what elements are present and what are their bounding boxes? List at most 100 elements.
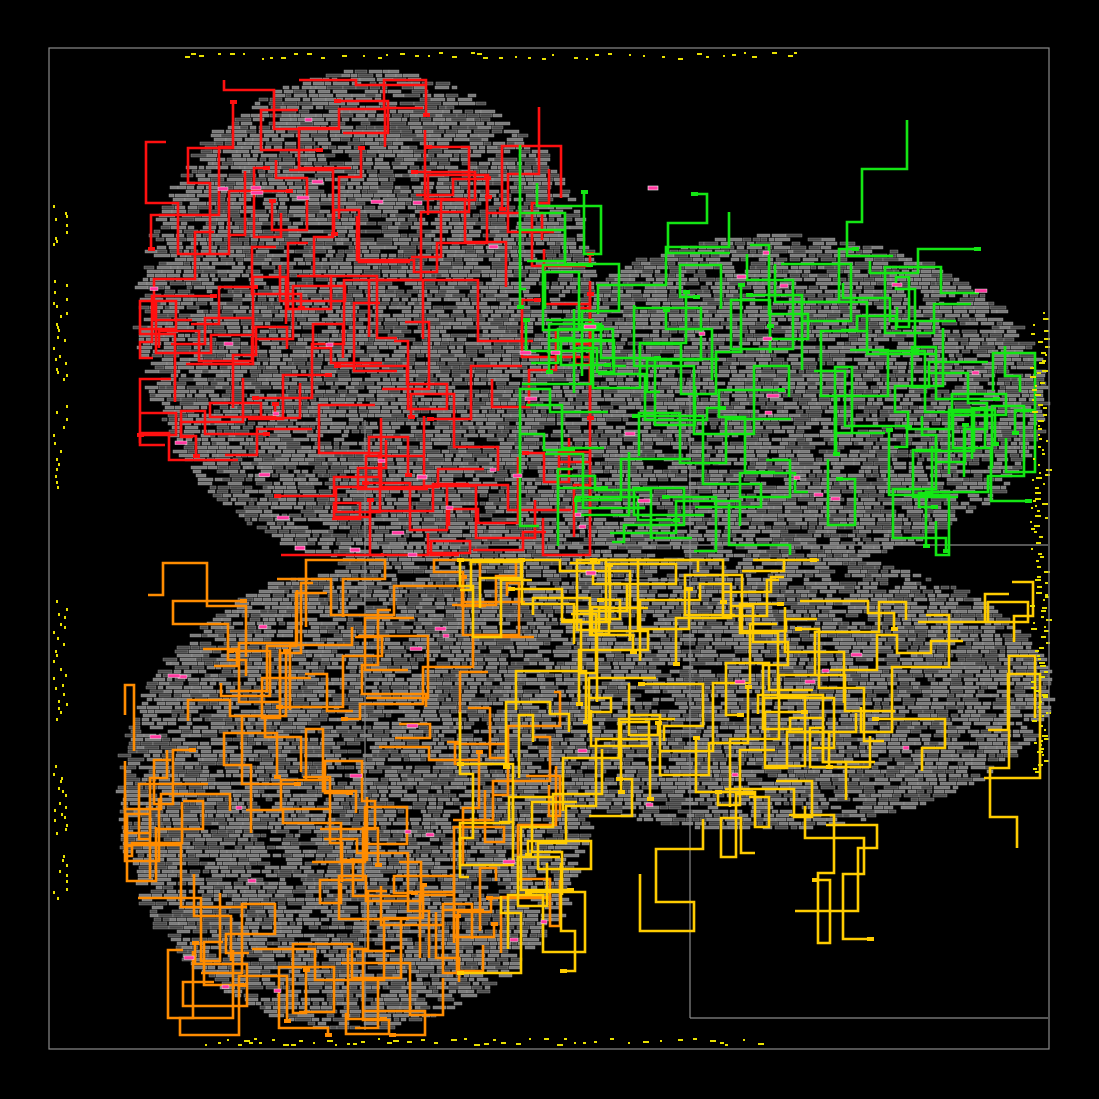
- standard-cell: [197, 481, 213, 486]
- standard-cell: [503, 241, 517, 246]
- standard-cell: [863, 445, 872, 450]
- standard-cell: [497, 217, 506, 222]
- standard-cell: [911, 441, 928, 446]
- standard-cell: [434, 385, 441, 390]
- standard-cell: [358, 405, 367, 410]
- standard-cell: [364, 333, 378, 338]
- standard-cell: [389, 489, 401, 494]
- standard-cell: [823, 457, 840, 462]
- standard-cell: [172, 393, 186, 398]
- standard-cell: [295, 133, 310, 138]
- standard-cell: [884, 397, 901, 402]
- standard-cell: [401, 309, 412, 314]
- standard-cell: [831, 325, 847, 330]
- standard-cell: [1025, 345, 1033, 350]
- standard-cell: [226, 197, 237, 202]
- standard-cell: [327, 325, 337, 330]
- standard-cell: [875, 361, 885, 366]
- standard-cell: [713, 293, 725, 298]
- standard-cell: [399, 185, 410, 190]
- standard-cell: [501, 457, 519, 462]
- standard-cell: [896, 253, 905, 258]
- standard-cell: [525, 177, 534, 182]
- standard-cell: [373, 357, 383, 362]
- standard-cell: [208, 369, 223, 374]
- standard-cell: [864, 469, 872, 474]
- standard-cell: [408, 145, 418, 150]
- standard-cell: [816, 273, 829, 278]
- standard-cell: [849, 449, 860, 454]
- standard-cell: [324, 81, 332, 86]
- standard-cell: [321, 257, 328, 262]
- standard-cell: [683, 345, 699, 350]
- standard-cell: [498, 437, 505, 442]
- standard-cell: [528, 445, 540, 450]
- standard-cell: [959, 321, 967, 326]
- standard-cell: [891, 293, 907, 298]
- standard-cell: [388, 117, 402, 122]
- standard-cell: [172, 197, 186, 202]
- standard-cell: [485, 421, 496, 426]
- standard-cell: [932, 357, 943, 362]
- standard-cell: [350, 381, 360, 386]
- standard-cell: [711, 489, 718, 494]
- standard-cell: [396, 193, 409, 198]
- standard-cell: [819, 429, 833, 434]
- standard-cell: [535, 157, 551, 162]
- standard-cell: [308, 89, 316, 94]
- standard-cell: [389, 373, 405, 378]
- standard-cell: [985, 337, 997, 342]
- standard-cell: [665, 257, 679, 262]
- standard-cell: [332, 461, 341, 466]
- standard-cell: [796, 381, 808, 386]
- standard-cell: [277, 445, 287, 450]
- standard-cell: [412, 109, 427, 114]
- standard-cell: [303, 193, 321, 198]
- standard-cell: [640, 261, 651, 266]
- standard-cell: [640, 313, 651, 318]
- standard-cell: [146, 281, 154, 286]
- standard-cell: [213, 329, 227, 334]
- standard-cell: [919, 273, 932, 278]
- standard-cell: [699, 381, 709, 386]
- standard-cell: [211, 261, 228, 266]
- standard-cell: [394, 289, 405, 294]
- standard-cell: [387, 193, 396, 198]
- standard-cell: [258, 373, 273, 378]
- standard-cell: [163, 345, 175, 350]
- standard-cell: [650, 321, 661, 326]
- standard-cell: [1024, 381, 1040, 386]
- standard-cell: [881, 389, 892, 394]
- standard-cell: [387, 145, 399, 150]
- standard-cell: [365, 221, 377, 226]
- standard-cell: [411, 89, 429, 94]
- standard-cell: [702, 289, 711, 294]
- standard-cell: [264, 257, 272, 262]
- standard-cell: [432, 305, 444, 310]
- standard-cell: [504, 385, 520, 390]
- standard-cell: [720, 321, 738, 326]
- standard-cell: [700, 285, 709, 290]
- standard-cell: [869, 273, 882, 278]
- standard-cell: [322, 473, 330, 478]
- standard-cell: [269, 357, 281, 362]
- standard-cell: [262, 261, 270, 266]
- standard-cell: [454, 257, 463, 262]
- standard-cell: [729, 365, 737, 370]
- standard-cell: [1027, 445, 1035, 450]
- standard-cell: [291, 173, 305, 178]
- standard-cell: [438, 125, 450, 130]
- standard-cell: [270, 341, 280, 346]
- standard-cell: [655, 473, 668, 478]
- standard-cell: [286, 485, 297, 490]
- standard-cell: [764, 381, 772, 386]
- standard-cell: [247, 465, 255, 470]
- standard-cell: [403, 157, 418, 162]
- standard-cell: [300, 129, 318, 134]
- standard-cell: [872, 401, 879, 406]
- standard-cell: [545, 309, 563, 314]
- standard-cell: [755, 449, 770, 454]
- standard-cell: [979, 293, 986, 298]
